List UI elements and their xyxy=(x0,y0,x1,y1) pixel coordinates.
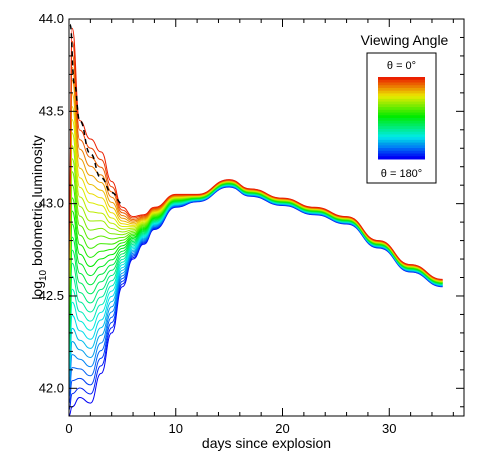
colorbar-segment xyxy=(378,112,425,116)
series-line-25 xyxy=(68,185,443,385)
ticks-layer: 0 10 20 30 42.0 42.5 43.0 43.5 44.0 xyxy=(39,11,464,436)
colorbar-segment xyxy=(378,131,425,135)
colorbar-segment xyxy=(378,93,425,97)
y-tick-label: 44.0 xyxy=(39,11,64,26)
colorbar-segment xyxy=(378,142,425,146)
legend-title: Viewing Angle xyxy=(361,32,449,48)
y-tick-label: 43.5 xyxy=(39,103,64,118)
colorbar-segment xyxy=(378,145,425,149)
colorbar-segment xyxy=(378,101,425,105)
plot-frame xyxy=(68,18,465,417)
series-line-27 xyxy=(68,185,443,398)
x-tick-label: 30 xyxy=(382,421,396,436)
colorbar-segment xyxy=(378,148,425,152)
x-tick-label: 20 xyxy=(275,421,289,436)
colorbar-segment xyxy=(378,128,425,133)
y-tick-label: 42.0 xyxy=(39,380,64,395)
colorbar-segment xyxy=(378,118,425,122)
legend-top-label: θ = 0° xyxy=(387,60,416,72)
series-line-29 xyxy=(68,186,443,411)
colorbar-segment xyxy=(378,150,425,155)
x-axis-title: days since explosion xyxy=(202,435,331,451)
colorbar-segment xyxy=(378,77,425,81)
colorbar-segment xyxy=(378,98,425,103)
y-axis-title-sub: 10 xyxy=(38,269,49,281)
y-axis-title-main: log xyxy=(29,281,45,300)
colorbar-segment xyxy=(378,123,425,127)
colorbar-segment xyxy=(378,85,425,89)
legend-colorbar xyxy=(378,77,425,160)
colorbar-segment xyxy=(378,107,425,111)
x-tick-label: 10 xyxy=(169,421,183,436)
colorbar-segment xyxy=(378,109,425,114)
y-axis-title-rest: bolometric luminosity xyxy=(29,135,45,270)
legend: Viewing Angle θ = 0° θ = 180° xyxy=(361,32,449,184)
y-axis-title: log10 bolometric luminosity xyxy=(29,135,49,299)
colorbar-segment xyxy=(378,90,425,94)
legend-bottom-label: θ = 180° xyxy=(381,168,422,180)
series-line-1 xyxy=(68,27,443,280)
colorbar-segment xyxy=(378,134,425,138)
colorbar-segment xyxy=(378,120,425,124)
series-layer xyxy=(68,27,443,417)
x-tick-label: 0 xyxy=(65,421,72,436)
colorbar-segment xyxy=(378,104,425,108)
colorbar-segment xyxy=(378,96,425,100)
y-tick-label: 43.0 xyxy=(39,196,64,211)
colorbar-segment xyxy=(378,139,425,144)
colorbar-segment xyxy=(378,115,425,119)
colorbar-segment xyxy=(378,79,425,83)
colorbar-segment xyxy=(378,87,425,92)
colorbar-segment xyxy=(378,156,425,160)
colorbar-segment xyxy=(378,82,425,86)
y-tick-label: 42.5 xyxy=(39,288,64,303)
series-line-17 xyxy=(68,183,443,334)
colorbar-segment xyxy=(378,153,425,157)
colorbar-segment xyxy=(378,137,425,141)
colorbar-segment xyxy=(378,126,425,130)
